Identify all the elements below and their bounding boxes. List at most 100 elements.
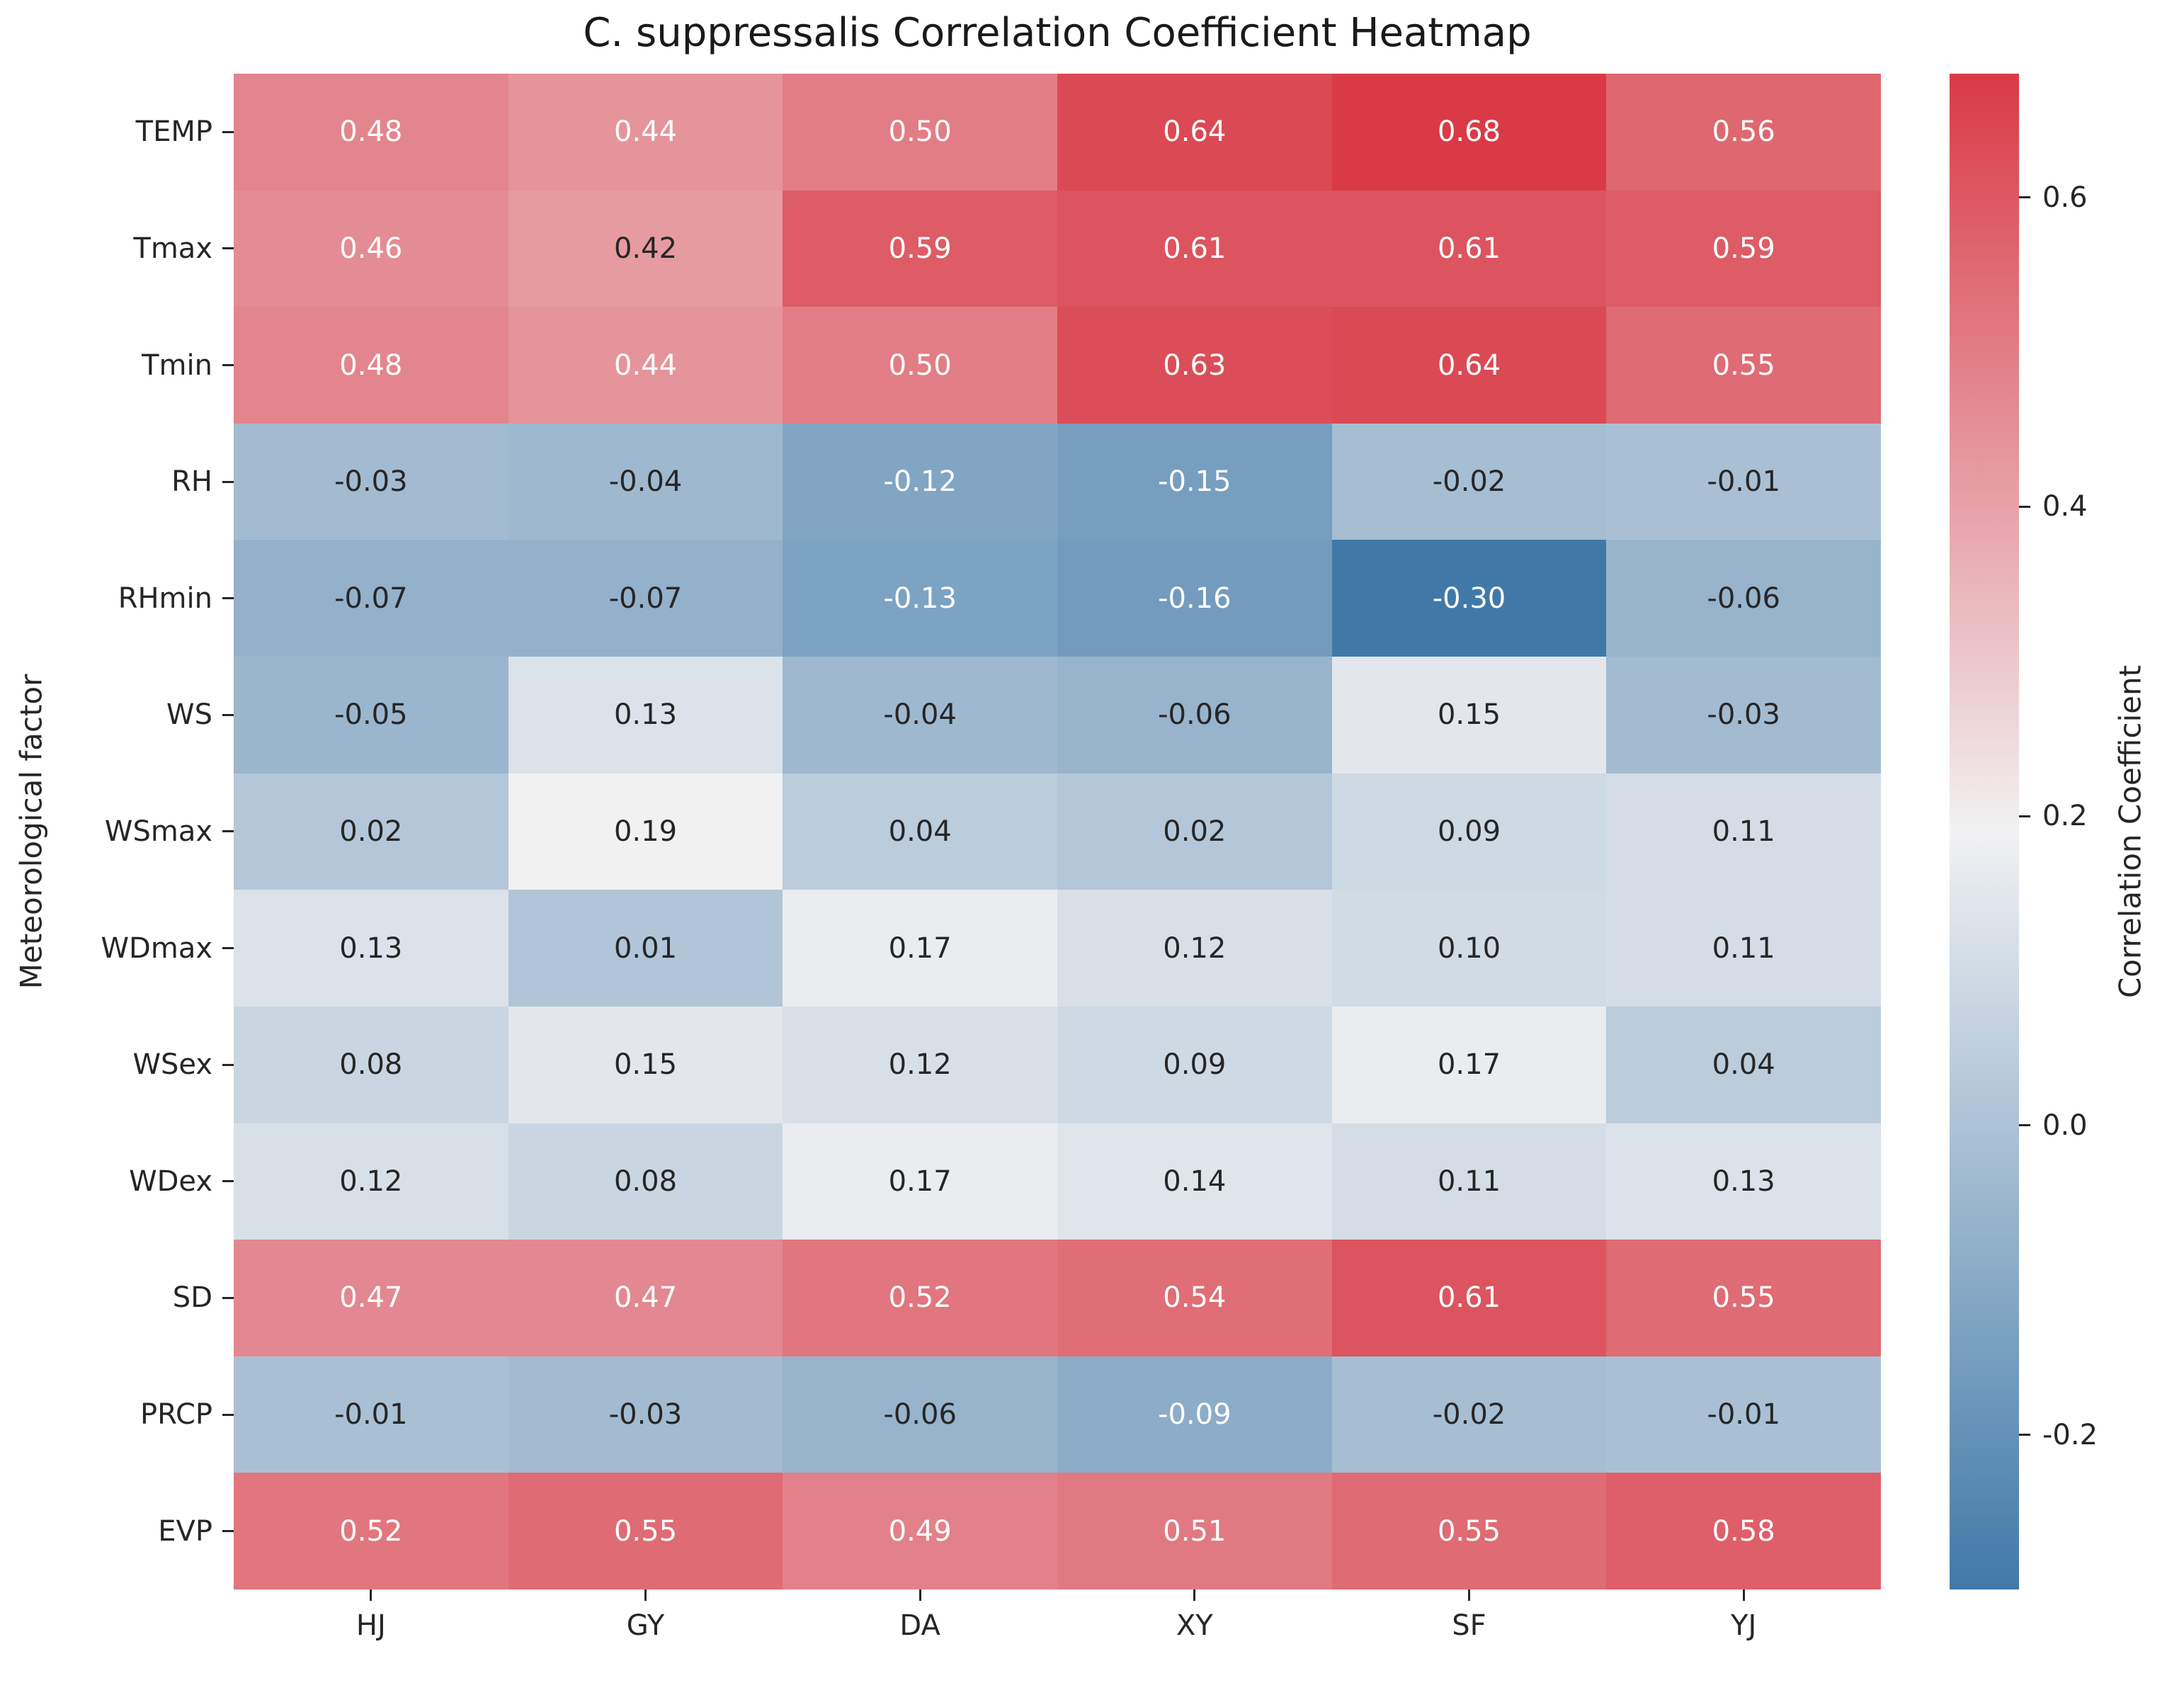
heatmap-cell-Tmax-GY: 0.42 xyxy=(508,190,783,307)
y-tick-label-SD: SD xyxy=(172,1281,212,1315)
x-tick-mark-DA xyxy=(783,1590,1057,1604)
heatmap-cell-TEMP-SF: 0.68 xyxy=(1331,74,1607,191)
heatmap-cell-EVP-DA: 0.49 xyxy=(783,1473,1057,1590)
heatmap-cell-Tmax-SF: 0.61 xyxy=(1331,190,1607,307)
y-tick-label-RHmin: RHmin xyxy=(118,582,212,615)
colorbar-tick-label-0.0: 0.0 xyxy=(2042,1109,2088,1142)
colorbar-tick-mark-0.2 xyxy=(2019,815,2030,817)
heatmap-cell-Tmin-SF: 0.64 xyxy=(1331,307,1607,424)
y-tick-labels: TEMP Tmax Tmin RH RHmin WS WSmax WDmax WSex WDex S… xyxy=(0,74,213,1590)
heatmap-cell-Tmax-DA: 0.59 xyxy=(783,190,1057,307)
x-tick-label-YJ: YJ xyxy=(1731,1609,1757,1642)
heatmap-cell-RHmin-GY: -0.07 xyxy=(508,540,783,657)
y-tick-label-WSex: WSex xyxy=(132,1048,212,1082)
x-tick-label-GY: GY xyxy=(626,1609,665,1642)
y-tick-mark-SD xyxy=(220,1240,234,1356)
heatmap-cell-WS-YJ: -0.03 xyxy=(1606,657,1881,774)
colorbar-tick-mark-0.4 xyxy=(2019,505,2030,508)
x-tick-mark-YJ xyxy=(1606,1590,1881,1604)
y-tick-label-WSmax: WSmax xyxy=(104,815,212,848)
heatmap-cell-Tmin-XY: 0.63 xyxy=(1057,307,1332,424)
heatmap-cell-TEMP-YJ: 0.56 xyxy=(1606,74,1881,191)
heatmap-cell-WSex-DA: 0.12 xyxy=(783,1006,1057,1123)
y-tick-mark-PRCP xyxy=(220,1356,234,1473)
heatmap-cell-WSmax-XY: 0.02 xyxy=(1057,773,1332,890)
heatmap-cell-WSex-XY: 0.09 xyxy=(1057,1006,1332,1123)
x-tick-label-HJ: HJ xyxy=(356,1609,386,1642)
heatmap-cell-PRCP-XY: -0.09 xyxy=(1057,1356,1332,1473)
x-tick-label-DA: DA xyxy=(899,1609,940,1642)
y-tick-mark-WSex xyxy=(220,1007,234,1123)
y-tick-label-WDmax: WDmax xyxy=(101,931,213,965)
y-tick-marks xyxy=(220,74,234,1590)
heatmap-cell-TEMP-GY: 0.44 xyxy=(508,74,783,191)
y-tick-label-RH: RH xyxy=(171,465,212,499)
heatmap-cell-EVP-GY: 0.55 xyxy=(508,1473,783,1590)
heatmap-cell-SD-GY: 0.47 xyxy=(508,1240,783,1356)
heatmap-cell-WSex-YJ: 0.04 xyxy=(1606,1006,1881,1123)
chart-title: C. suppressalis Correlation Coefficient … xyxy=(583,10,1532,56)
colorbar-label: Correlation Coefficient xyxy=(2112,664,2148,999)
x-tick-marks xyxy=(234,1590,1881,1604)
colorbar-tick-label-0.4: 0.4 xyxy=(2042,490,2088,523)
heatmap-cell-SD-DA: 0.52 xyxy=(783,1240,1057,1356)
y-tick-label-EVP: EVP xyxy=(158,1514,212,1548)
heatmap-cell-Tmin-DA: 0.50 xyxy=(783,307,1057,424)
y-tick-label-Tmax: Tmax xyxy=(133,232,212,265)
heatmap-cell-SD-SF: 0.61 xyxy=(1331,1240,1607,1356)
y-tick-mark-Tmin xyxy=(220,307,234,424)
colorbar-tick-mark-0.0 xyxy=(2019,1124,2030,1127)
heatmap-cell-WDmax-DA: 0.17 xyxy=(783,890,1057,1007)
y-tick-label-PRCP: PRCP xyxy=(140,1398,212,1432)
heatmap-cell-WDex-HJ: 0.12 xyxy=(234,1123,508,1240)
heatmap-cell-PRCP-SF: -0.02 xyxy=(1331,1356,1607,1473)
heatmap-cell-RHmin-HJ: -0.07 xyxy=(234,540,508,657)
heatmap-cell-SD-YJ: 0.55 xyxy=(1606,1240,1881,1356)
colorbar-tick-label-0.6: 0.6 xyxy=(2042,181,2088,214)
heatmap-cell-SD-XY: 0.54 xyxy=(1057,1240,1332,1356)
heatmap-cell-RH-GY: -0.04 xyxy=(508,423,783,540)
colorbar-gradient xyxy=(1950,74,2019,1590)
heatmap-cell-WSex-SF: 0.17 xyxy=(1331,1006,1607,1123)
x-tick-labels: HJ GY DA XY SF YJ xyxy=(234,1609,1881,1642)
heatmap-cell-WSmax-GY: 0.19 xyxy=(508,773,783,890)
heatmap-cell-Tmax-YJ: 0.59 xyxy=(1606,190,1881,307)
heatmap-cell-Tmin-YJ: 0.55 xyxy=(1606,307,1881,424)
heatmap-cell-EVP-XY: 0.51 xyxy=(1057,1473,1332,1590)
heatmap-cell-RHmin-XY: -0.16 xyxy=(1057,540,1332,657)
x-tick-mark-GY xyxy=(508,1590,783,1604)
y-tick-label-WS: WS xyxy=(166,698,212,732)
heatmap-cell-RHmin-YJ: -0.06 xyxy=(1606,540,1881,657)
heatmap-cell-PRCP-HJ: -0.01 xyxy=(234,1356,508,1473)
y-tick-label-WDex: WDex xyxy=(129,1164,212,1198)
heatmap-cell-WSex-HJ: 0.08 xyxy=(234,1006,508,1123)
heatmap-cell-WSex-GY: 0.15 xyxy=(508,1006,783,1123)
heatmap-cell-WS-SF: 0.15 xyxy=(1331,657,1607,774)
heatmap-cell-WSmax-YJ: 0.11 xyxy=(1606,773,1881,890)
x-tick-label-SF: SF xyxy=(1452,1609,1486,1642)
heatmap-cell-RHmin-SF: -0.30 xyxy=(1331,540,1607,657)
heatmap-cell-EVP-YJ: 0.58 xyxy=(1606,1473,1881,1590)
heatmap-cell-WSmax-DA: 0.04 xyxy=(783,773,1057,890)
y-tick-label-Tmin: Tmin xyxy=(142,348,212,382)
y-tick-label-TEMP: TEMP xyxy=(135,115,212,149)
x-tick-label-XY: XY xyxy=(1176,1609,1213,1642)
heatmap-cell-WSmax-HJ: 0.02 xyxy=(234,773,508,890)
heatmap-cell-WDmax-GY: 0.01 xyxy=(508,890,783,1007)
heatmap-cell-WDex-YJ: 0.13 xyxy=(1606,1123,1881,1240)
heatmap-cell-WS-HJ: -0.05 xyxy=(234,657,508,774)
colorbar-tick-label--0.2: -0.2 xyxy=(2042,1418,2098,1451)
y-tick-mark-Tmax xyxy=(220,191,234,307)
heatmap-cell-Tmin-GY: 0.44 xyxy=(508,307,783,424)
colorbar-tick-mark--0.2 xyxy=(2019,1434,2030,1436)
y-tick-mark-WS xyxy=(220,657,234,774)
y-tick-mark-TEMP xyxy=(220,74,234,191)
heatmap-cell-SD-HJ: 0.47 xyxy=(234,1240,508,1356)
heatmap-cell-EVP-SF: 0.55 xyxy=(1331,1473,1607,1590)
colorbar-tick-labels: 0.6 0.4 0.2 0.0 -0.2 xyxy=(2042,74,2156,1590)
y-tick-mark-WSmax xyxy=(220,774,234,890)
heatmap-cell-WDmax-XY: 0.12 xyxy=(1057,890,1332,1007)
x-tick-mark-XY xyxy=(1057,1590,1332,1604)
heatmap-cell-PRCP-GY: -0.03 xyxy=(508,1356,783,1473)
heatmap-cell-WDmax-HJ: 0.13 xyxy=(234,890,508,1007)
